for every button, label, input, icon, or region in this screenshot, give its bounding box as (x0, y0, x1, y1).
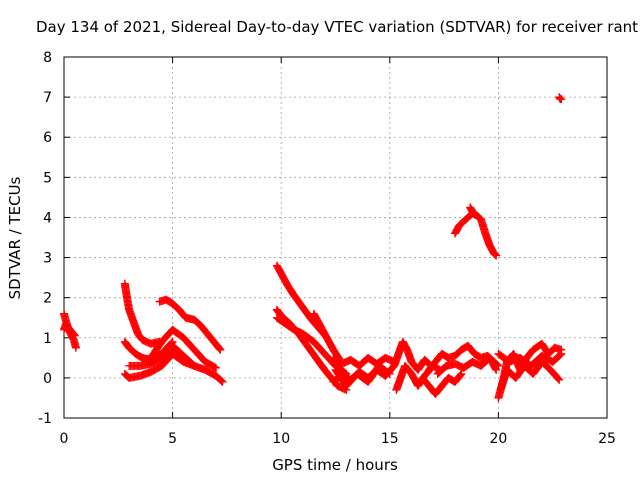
data-point-marker (210, 363, 219, 372)
x-tick-label: 15 (381, 431, 399, 447)
data-point-marker (216, 376, 225, 385)
data-point-marker (217, 377, 226, 386)
data-point-marker (491, 364, 500, 373)
x-axis-label: GPS time / hours (272, 456, 398, 474)
y-tick-label: 2 (43, 291, 52, 307)
data-point-marker (457, 369, 466, 378)
y-axis-label: SDTVAR / TECUs (6, 176, 24, 299)
series-seg-03-c (120, 349, 227, 386)
data-point-marker (470, 209, 479, 218)
series-seg-00-01 (60, 319, 79, 340)
data-points (60, 93, 566, 402)
data-point-marker (189, 360, 198, 369)
data-point-marker (492, 251, 501, 260)
series-seg-03-a (120, 279, 164, 348)
data-point-marker (469, 208, 478, 217)
series-seg-04-c (125, 341, 199, 370)
data-point-marker (555, 375, 564, 384)
series-seg-04-a (155, 295, 225, 354)
data-point-marker (456, 370, 465, 379)
series-seg-15-b (392, 361, 444, 394)
series-seg-20-c (494, 349, 566, 370)
y-tick-label: 1 (43, 331, 52, 347)
y-tick-label: 6 (43, 130, 52, 146)
data-point-marker (556, 350, 565, 359)
data-point-marker (212, 363, 221, 372)
series-seg-23-outlier (555, 93, 566, 104)
data-point-marker (455, 371, 464, 380)
data-point-marker (385, 369, 394, 378)
data-point-marker (555, 351, 564, 360)
data-point-marker (71, 343, 80, 352)
series-seg-16-b (418, 369, 466, 398)
series-seg-12-a (309, 309, 344, 364)
data-point-marker (70, 331, 79, 340)
data-point-marker (557, 349, 566, 358)
y-tick-label: 3 (43, 251, 52, 267)
chart-title: Day 134 of 2021, Sidereal Day-to-day VTE… (36, 18, 638, 36)
data-point-marker (384, 369, 393, 378)
y-tick-label: 0 (43, 371, 52, 387)
data-point-marker (553, 373, 562, 382)
x-tick-label: 20 (489, 431, 507, 447)
x-tick-label: 5 (168, 431, 177, 447)
x-tick-label: 25 (598, 431, 616, 447)
series-seg-17-c (433, 353, 501, 378)
data-point-marker (216, 345, 225, 354)
axis-ticks: 0 5 10 15 20 25 -1 0 1 2 3 4 5 6 7 8 (38, 50, 616, 447)
data-point-marker (491, 250, 500, 259)
series-seg-20-b (496, 357, 564, 394)
data-point-marker (190, 361, 199, 370)
data-point-marker (469, 208, 478, 217)
data-point-marker (557, 95, 566, 104)
plot-frame (63, 56, 608, 419)
data-point-marker (490, 250, 499, 259)
y-tick-label: 8 (43, 50, 52, 66)
data-point-marker (70, 330, 79, 339)
data-point-marker (218, 377, 227, 386)
data-point-marker (214, 343, 223, 352)
series-seg-13-c (331, 361, 394, 390)
data-point-marker (188, 360, 197, 369)
y-tick-label: 5 (43, 170, 52, 186)
x-tick-label: 10 (272, 431, 290, 447)
y-tick-label: 7 (43, 90, 52, 106)
series-seg-18-hi2 (466, 203, 479, 218)
data-point-marker (69, 329, 78, 338)
data-point-marker (492, 365, 501, 374)
x-tick-label: 0 (60, 431, 69, 447)
y-tick-label: 4 (43, 210, 52, 226)
data-point-marker (554, 374, 563, 383)
series-seg-18-hi (450, 209, 501, 260)
y-tick-label: -1 (38, 411, 52, 427)
data-point-marker (215, 344, 224, 353)
